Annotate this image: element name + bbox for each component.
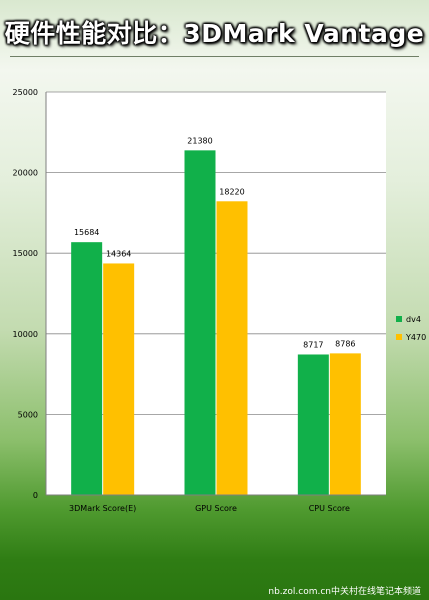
legend-swatch bbox=[396, 316, 402, 322]
y-tick-label: 10000 bbox=[13, 330, 38, 339]
y-tick-label: 0 bbox=[33, 491, 38, 500]
x-tick-labels: 3DMark Score(E) GPU Score CPU Score bbox=[69, 504, 350, 513]
gridlines bbox=[46, 91, 386, 415]
y-tick-label: 15000 bbox=[13, 249, 38, 258]
x-tick-label: CPU Score bbox=[309, 504, 350, 513]
y-tick-labels: 0 5000 10000 15000 20000 25000 bbox=[13, 88, 38, 500]
data-label: 18220 bbox=[219, 187, 244, 196]
y-tick-label: 20000 bbox=[13, 169, 38, 178]
legend: dv4 Y470 bbox=[396, 315, 426, 342]
data-label: 14364 bbox=[106, 249, 131, 258]
chart-title: 硬件性能对比：3DMark Vantage bbox=[4, 19, 425, 48]
bar-dv4-2 bbox=[297, 354, 329, 495]
data-label: 8717 bbox=[303, 340, 323, 349]
data-label: 15684 bbox=[74, 228, 99, 237]
bar-dv4-1 bbox=[184, 150, 216, 495]
y-tick-label: 25000 bbox=[13, 88, 38, 97]
legend-label: dv4 bbox=[406, 315, 421, 324]
data-label: 21380 bbox=[187, 136, 212, 145]
bar-y470-0 bbox=[103, 263, 135, 495]
x-tick-label: 3DMark Score(E) bbox=[69, 504, 136, 513]
axes bbox=[45, 92, 386, 496]
y-tick-label: 5000 bbox=[18, 410, 38, 419]
data-label: 8786 bbox=[335, 339, 355, 348]
bar-y470-2 bbox=[329, 353, 361, 495]
legend-label: Y470 bbox=[405, 333, 426, 342]
bar-y470-1 bbox=[216, 201, 248, 496]
data-labels: 15684 14364 21380 18220 8717 8786 bbox=[74, 136, 356, 349]
x-tick-label: GPU Score bbox=[195, 504, 237, 513]
legend-swatch bbox=[396, 334, 402, 340]
bars bbox=[71, 150, 361, 496]
title-divider bbox=[10, 56, 419, 57]
plot-area bbox=[46, 92, 386, 495]
bar-dv4-0 bbox=[71, 242, 103, 495]
footer-credit: nb.zol.com.cn中关村在线笔记本频道 bbox=[268, 587, 421, 597]
